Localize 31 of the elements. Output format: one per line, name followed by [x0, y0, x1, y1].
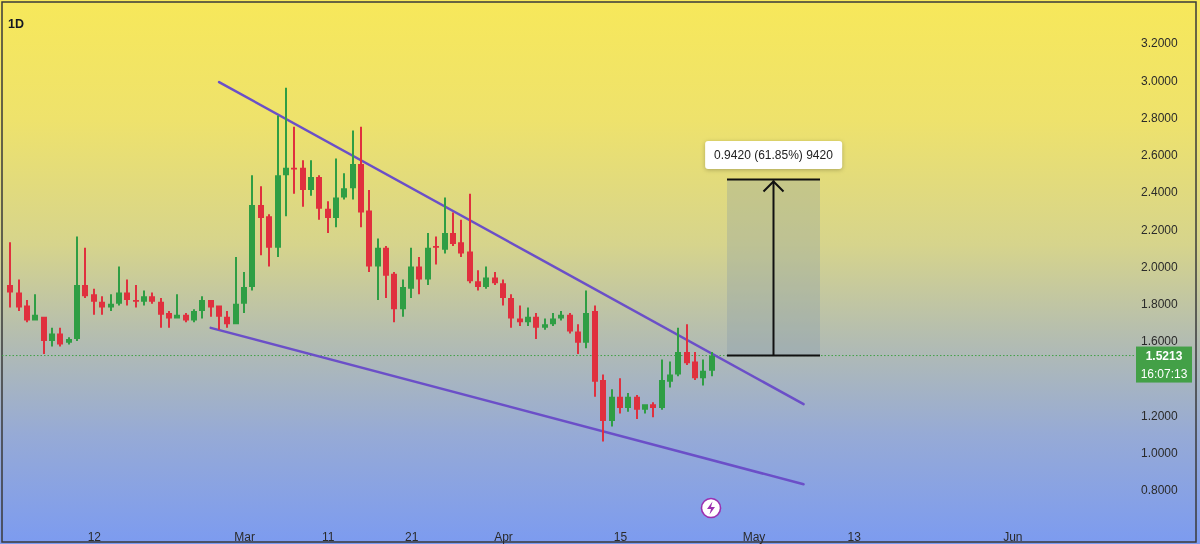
y-tick-label: 2.2000 [1141, 222, 1179, 237]
candlestick [133, 285, 139, 308]
x-tick-label: Apr [494, 529, 513, 544]
y-tick-label: 2.6000 [1141, 148, 1179, 163]
ref-line-label: 1.5213 [1145, 348, 1183, 363]
x-tick-label: Mar [234, 529, 255, 544]
x-tick-label: 21 [404, 529, 419, 544]
y-tick-label: 0.8000 [1141, 483, 1179, 498]
text: 1D [8, 17, 24, 31]
y-tick-label: 1.6000 [1141, 334, 1179, 349]
x-tick-label: 15 [613, 529, 628, 544]
y-tick-label: 3.0000 [1141, 73, 1179, 88]
annotation: 0.9420 (61.85%) 9420 [714, 148, 834, 162]
y-tick-label: 1.2000 [1141, 408, 1179, 423]
x-tick-label: 13 [847, 529, 862, 544]
x-tick-label: 12 [87, 529, 102, 544]
y-tick-label: 3.2000 [1141, 36, 1179, 51]
x-tick-label: Jun [1003, 529, 1023, 544]
y-tick-label: 1.8000 [1141, 297, 1179, 311]
candlestick [7, 242, 13, 308]
candlestick [291, 126, 297, 194]
y-tick-label: 2.4000 [1141, 185, 1179, 200]
annotation: 16:07:13 [1140, 366, 1188, 381]
y-tick-label: 1.0000 [1141, 445, 1179, 460]
candlestick [174, 294, 180, 319]
y-tick-label: 2.0000 [1141, 259, 1179, 274]
candlestick [283, 87, 289, 217]
x-tick-label: May [742, 529, 766, 544]
x-tick-label: 11 [321, 529, 335, 544]
y-tick-label: 2.8000 [1141, 110, 1179, 125]
candlestick [433, 236, 439, 265]
